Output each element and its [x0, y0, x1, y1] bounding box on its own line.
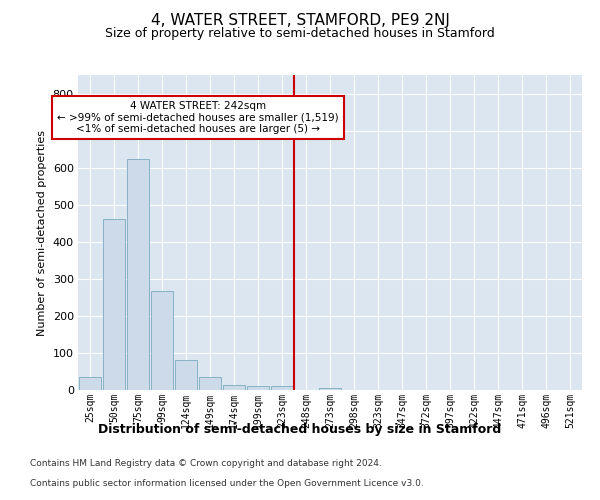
- Bar: [199, 377, 221, 390]
- Text: Distribution of semi-detached houses by size in Stamford: Distribution of semi-detached houses by …: [98, 422, 502, 436]
- Text: Contains public sector information licensed under the Open Government Licence v3: Contains public sector information licen…: [30, 478, 424, 488]
- Text: 4 WATER STREET: 242sqm
← >99% of semi-detached houses are smaller (1,519)
<1% of: 4 WATER STREET: 242sqm ← >99% of semi-de…: [57, 101, 339, 134]
- Bar: [271, 386, 293, 390]
- Text: Size of property relative to semi-detached houses in Stamford: Size of property relative to semi-detach…: [105, 28, 495, 40]
- Text: Contains HM Land Registry data © Crown copyright and database right 2024.: Contains HM Land Registry data © Crown c…: [30, 458, 382, 468]
- Bar: [151, 290, 173, 390]
- Bar: [319, 388, 341, 390]
- Bar: [175, 360, 197, 390]
- Bar: [103, 219, 125, 390]
- Bar: [223, 385, 245, 390]
- Bar: [127, 160, 149, 390]
- Y-axis label: Number of semi-detached properties: Number of semi-detached properties: [37, 130, 47, 336]
- Bar: [247, 386, 269, 390]
- Bar: [79, 377, 101, 390]
- Text: 4, WATER STREET, STAMFORD, PE9 2NJ: 4, WATER STREET, STAMFORD, PE9 2NJ: [151, 12, 449, 28]
